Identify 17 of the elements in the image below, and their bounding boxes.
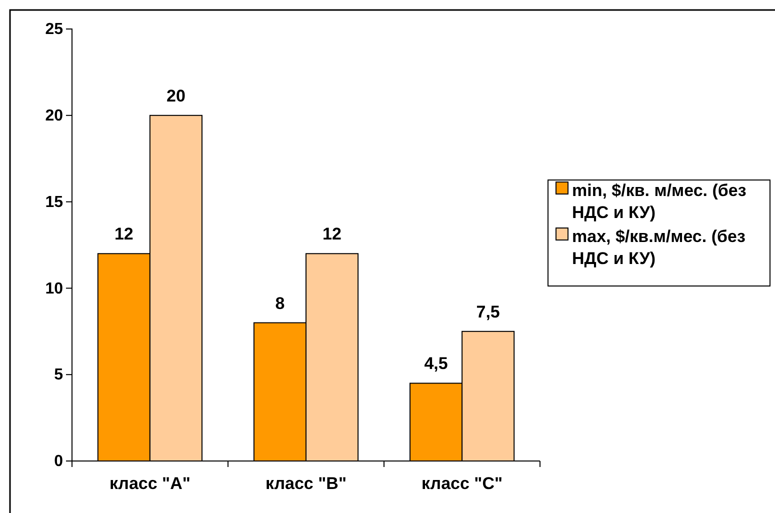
x-tick-label: класс "B" bbox=[266, 474, 346, 494]
data-label: 20 bbox=[166, 86, 186, 106]
data-label: 12 bbox=[322, 224, 342, 244]
y-tick-label: 15 bbox=[45, 194, 64, 211]
data-label: 12 bbox=[114, 224, 134, 244]
y-tick-label: 25 bbox=[45, 21, 64, 38]
y-tick-label: 0 bbox=[54, 453, 64, 470]
data-label: 7,5 bbox=[476, 302, 500, 322]
legend-label: min, $/кв. м/мес. (без НДС и КУ) bbox=[572, 181, 746, 222]
legend-label: max, $/кв.м/мес. (без НДС и КУ) bbox=[572, 227, 746, 268]
x-tick-label: класс "C" bbox=[422, 474, 503, 494]
data-label: 8 bbox=[275, 294, 285, 313]
y-tick-label: 20 bbox=[45, 108, 64, 125]
y-tick-label: 10 bbox=[45, 280, 64, 298]
data-label: 4,5 bbox=[424, 354, 448, 374]
y-tick-label: 5 bbox=[54, 366, 64, 384]
x-tick-label: класс "A" bbox=[109, 474, 190, 494]
